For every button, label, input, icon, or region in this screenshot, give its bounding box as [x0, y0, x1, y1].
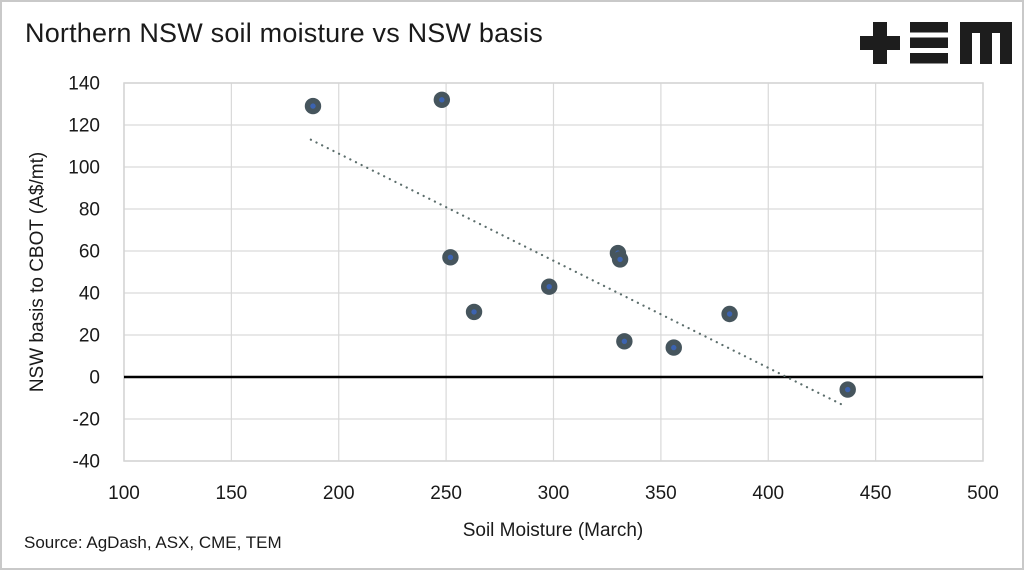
- y-tick-label: 60: [79, 242, 100, 263]
- y-tick-label: 20: [79, 326, 100, 347]
- plus-icon: [860, 22, 900, 64]
- data-point-center: [310, 103, 316, 109]
- x-tick-label: 500: [967, 483, 999, 504]
- y-tick-label: 0: [89, 368, 100, 389]
- data-point-center: [471, 309, 477, 315]
- data-point-center: [439, 97, 445, 103]
- y-tick-label: 140: [68, 74, 100, 95]
- y-tick-label: 120: [68, 116, 100, 137]
- data-point-center: [726, 311, 733, 317]
- y-tick-label: 80: [79, 200, 100, 221]
- tem-logo: [860, 22, 1012, 64]
- y-axis-title: NSW basis to CBOT (A$/mt): [27, 152, 48, 392]
- x-tick-label: 200: [323, 483, 355, 504]
- data-point-center: [617, 256, 623, 263]
- y-tick-label: 100: [68, 158, 100, 179]
- y-tick-label: -20: [73, 410, 100, 431]
- plot-border: [123, 82, 984, 462]
- three-bars-icon: [910, 22, 948, 64]
- chart-title: Northern NSW soil moisture vs NSW basis: [25, 18, 543, 48]
- m-icon: [960, 22, 1012, 64]
- x-tick-label: 100: [108, 483, 140, 504]
- trendline: [309, 138, 847, 408]
- data-point-center: [621, 338, 628, 344]
- data-point-center: [447, 254, 454, 260]
- x-axis-title: Soil Moisture (March): [463, 520, 644, 541]
- x-tick-label: 350: [645, 483, 677, 504]
- data-point-center: [845, 386, 851, 393]
- data-point-center: [671, 344, 677, 351]
- x-tick-label: 400: [752, 483, 784, 504]
- x-tick-label: 150: [216, 483, 248, 504]
- y-tick-label: 40: [79, 284, 100, 305]
- x-tick-label: 250: [430, 483, 462, 504]
- x-tick-label: 300: [538, 483, 570, 504]
- y-tick-label: -40: [73, 452, 100, 473]
- x-tick-label: 450: [860, 483, 892, 504]
- data-point-center: [546, 284, 552, 290]
- source-note: Source: AgDash, ASX, CME, TEM: [24, 533, 282, 552]
